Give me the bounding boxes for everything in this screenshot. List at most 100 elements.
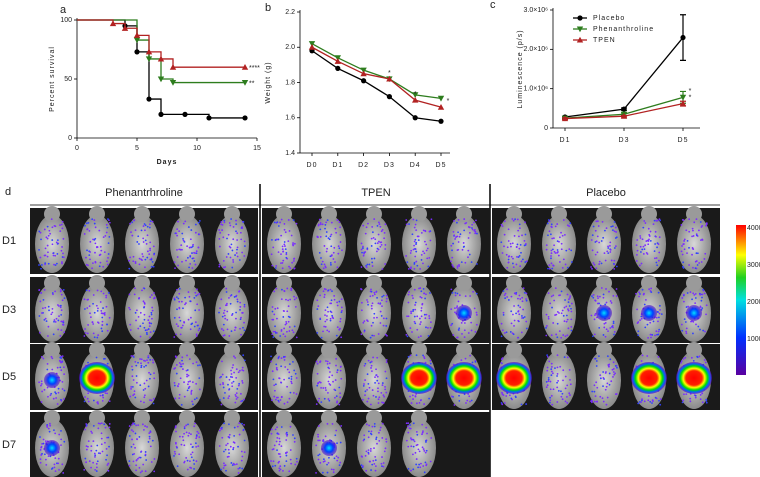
signal-dot bbox=[598, 355, 600, 357]
mouse bbox=[402, 419, 436, 477]
signal-dot bbox=[547, 268, 549, 270]
signal-dot bbox=[414, 321, 416, 323]
signal-dot bbox=[197, 294, 199, 296]
signal-dot bbox=[325, 221, 327, 223]
signal-dot bbox=[331, 222, 333, 224]
signal-dot bbox=[330, 320, 332, 322]
signal-dot bbox=[288, 266, 290, 268]
signal-dot bbox=[48, 428, 50, 430]
signal-dot bbox=[39, 257, 41, 259]
signal-dot bbox=[189, 358, 191, 360]
signal-dot bbox=[565, 306, 567, 308]
signal-dot bbox=[319, 318, 321, 320]
marker bbox=[680, 35, 685, 40]
signal-dot bbox=[286, 451, 288, 453]
signal-dot bbox=[150, 445, 152, 447]
signal-dot bbox=[551, 371, 553, 373]
signal-dot bbox=[292, 242, 294, 244]
signal-dot bbox=[429, 231, 431, 233]
signal-dot bbox=[550, 233, 552, 235]
signal-dot bbox=[692, 230, 694, 232]
signal-dot bbox=[226, 311, 228, 313]
signal-dot bbox=[133, 356, 135, 358]
signal-dot bbox=[556, 375, 558, 377]
signal-dot bbox=[422, 251, 424, 253]
signal-dot bbox=[290, 288, 292, 290]
signal-dot bbox=[236, 463, 238, 465]
signal-dot bbox=[324, 294, 326, 296]
signal-dot bbox=[325, 389, 327, 391]
signal-dot bbox=[560, 337, 562, 339]
signal-dot bbox=[190, 238, 192, 240]
signal-dot bbox=[326, 251, 328, 253]
signal-dot bbox=[149, 337, 151, 339]
signal-dot bbox=[189, 300, 191, 302]
signal-dot bbox=[570, 318, 572, 320]
signal-dot bbox=[288, 321, 290, 323]
signal-dot bbox=[368, 398, 370, 400]
signal-dot bbox=[405, 255, 407, 257]
signal-dot bbox=[557, 380, 559, 382]
signal-dot bbox=[176, 228, 178, 230]
signal-dot bbox=[219, 246, 221, 248]
signal-dot bbox=[100, 290, 102, 292]
signal-dot bbox=[605, 322, 607, 324]
signal-dot bbox=[558, 390, 560, 392]
signal-dot bbox=[605, 288, 607, 290]
signal-spot bbox=[686, 305, 702, 321]
mouse-head bbox=[44, 410, 60, 426]
signal-dot bbox=[699, 329, 701, 331]
signal-dot bbox=[54, 225, 56, 227]
signal-dot bbox=[243, 255, 245, 257]
signal-dot bbox=[524, 240, 526, 242]
signal-dot bbox=[104, 358, 106, 360]
signal-dot bbox=[598, 263, 600, 265]
signal-dot bbox=[227, 456, 229, 458]
marker bbox=[387, 94, 392, 99]
signal-dot bbox=[136, 241, 138, 243]
signal-spot bbox=[641, 305, 657, 321]
signal-dot bbox=[150, 331, 152, 333]
signal-dot bbox=[187, 257, 189, 259]
signal-dot bbox=[222, 316, 224, 318]
signal-dot bbox=[63, 289, 65, 291]
signal-dot bbox=[649, 322, 651, 324]
signal-dot bbox=[376, 374, 378, 376]
signal-dot bbox=[239, 259, 241, 261]
signal-dot bbox=[235, 377, 237, 379]
signal-dot bbox=[370, 337, 372, 339]
signal-dot bbox=[517, 320, 519, 322]
signal-dot bbox=[427, 248, 429, 250]
signal-dot bbox=[562, 267, 564, 269]
signal-dot bbox=[683, 219, 685, 221]
signal-dot bbox=[60, 291, 62, 293]
signal-dot bbox=[609, 241, 611, 243]
signal-dot bbox=[386, 318, 388, 320]
signal-dot bbox=[569, 369, 571, 371]
signal-dot bbox=[54, 457, 56, 459]
signal-dot bbox=[594, 264, 596, 266]
signal-dot bbox=[108, 292, 110, 294]
signal-dot bbox=[476, 263, 478, 265]
signal-dot bbox=[51, 218, 53, 220]
signal-dot bbox=[153, 330, 155, 332]
signal-dot bbox=[179, 320, 181, 322]
signal-dot bbox=[557, 373, 559, 375]
signal-dot bbox=[567, 327, 569, 329]
signal-dot bbox=[560, 396, 562, 398]
signal-dot bbox=[693, 360, 695, 362]
signal-dot bbox=[242, 367, 244, 369]
signal-dot bbox=[510, 310, 512, 312]
signal-dot bbox=[520, 252, 522, 254]
signal-dot bbox=[513, 305, 515, 307]
signal-dot bbox=[272, 247, 274, 249]
signal-dot bbox=[522, 300, 524, 302]
signal-dot bbox=[465, 402, 467, 404]
signal-dot bbox=[511, 322, 513, 324]
signal-dot bbox=[150, 323, 152, 325]
signal-dot bbox=[84, 396, 86, 398]
signal-dot bbox=[419, 450, 421, 452]
signal-dot bbox=[558, 312, 560, 314]
signal-dot bbox=[702, 294, 704, 296]
signal-dot bbox=[142, 423, 144, 425]
